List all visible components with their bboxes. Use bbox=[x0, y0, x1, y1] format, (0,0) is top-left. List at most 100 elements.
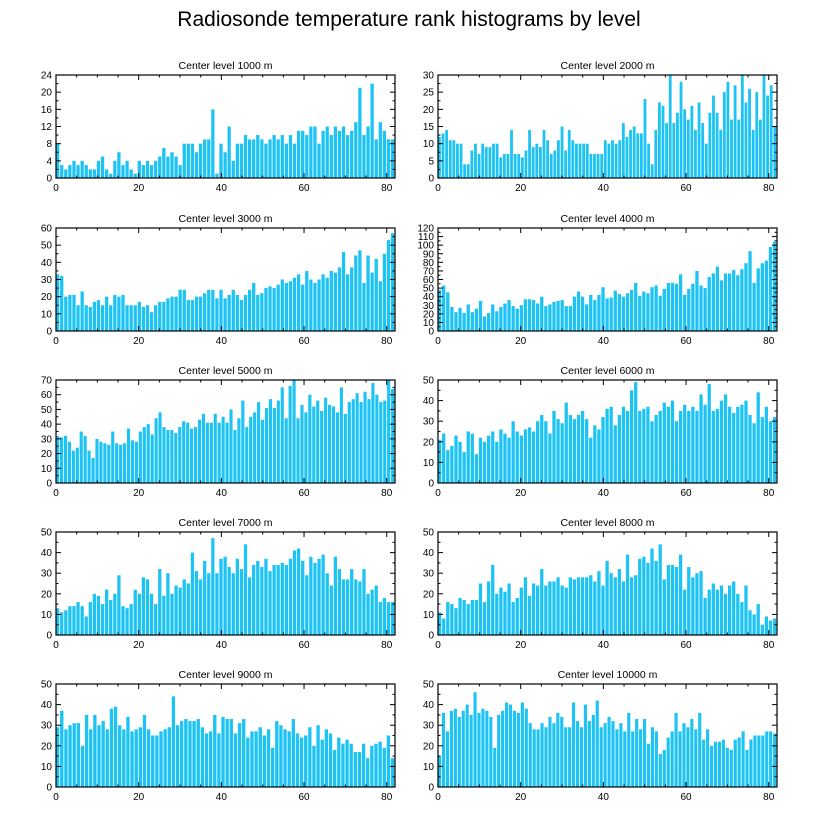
bar bbox=[647, 143, 650, 178]
bar bbox=[60, 612, 64, 635]
bar bbox=[182, 289, 186, 331]
bar bbox=[499, 587, 503, 635]
bar bbox=[548, 581, 552, 635]
bar bbox=[287, 731, 291, 787]
bar-group bbox=[56, 538, 395, 635]
bar bbox=[589, 294, 593, 331]
bar bbox=[79, 431, 83, 483]
bar bbox=[374, 743, 378, 787]
bar bbox=[614, 143, 618, 178]
bar bbox=[632, 126, 636, 178]
bar bbox=[613, 425, 617, 483]
bar bbox=[115, 443, 119, 483]
bar bbox=[119, 444, 123, 483]
bar bbox=[695, 410, 699, 483]
bar bbox=[678, 410, 683, 483]
bar bbox=[703, 288, 707, 331]
bar bbox=[225, 422, 229, 483]
bar bbox=[312, 406, 316, 483]
y-tick-label: 110 bbox=[418, 232, 434, 243]
bar bbox=[247, 577, 252, 635]
bar bbox=[260, 567, 264, 635]
bar bbox=[354, 579, 358, 635]
bar bbox=[654, 129, 658, 178]
y-tick-label: 90 bbox=[423, 249, 435, 260]
bar bbox=[88, 306, 92, 331]
bar bbox=[564, 402, 568, 483]
bar bbox=[725, 747, 729, 787]
bar bbox=[280, 562, 284, 635]
bar bbox=[662, 288, 666, 331]
y-tick-label: 5 bbox=[428, 156, 434, 167]
bar bbox=[715, 589, 720, 635]
bar bbox=[56, 435, 60, 483]
bar bbox=[600, 153, 604, 178]
bar bbox=[607, 716, 611, 787]
bar bbox=[167, 727, 171, 787]
bar bbox=[198, 296, 203, 331]
bar bbox=[250, 731, 254, 787]
bar bbox=[215, 173, 219, 178]
bar bbox=[609, 297, 613, 331]
bar bbox=[163, 729, 167, 787]
bar bbox=[324, 729, 329, 787]
bar bbox=[100, 156, 105, 178]
bar bbox=[242, 719, 246, 787]
y-tick-label: 15 bbox=[423, 122, 435, 133]
bar bbox=[288, 558, 293, 635]
bar bbox=[585, 419, 589, 483]
bar bbox=[137, 593, 141, 635]
bar bbox=[89, 729, 93, 787]
x-tick-label: 20 bbox=[133, 488, 145, 499]
bar bbox=[190, 143, 195, 178]
bar bbox=[540, 296, 544, 331]
bar bbox=[341, 252, 346, 331]
bar bbox=[623, 731, 627, 787]
bar bbox=[321, 130, 325, 178]
x-tick-label: 0 bbox=[435, 336, 441, 347]
bar bbox=[118, 725, 122, 787]
bar-group bbox=[56, 233, 395, 331]
bar bbox=[756, 268, 760, 331]
bar bbox=[178, 165, 182, 178]
bar bbox=[256, 135, 260, 178]
x-tick-label: 80 bbox=[381, 336, 393, 347]
x-tick-label: 20 bbox=[133, 183, 145, 194]
bar bbox=[83, 435, 87, 483]
bar bbox=[64, 296, 68, 331]
bar bbox=[129, 604, 133, 635]
bar bbox=[391, 388, 395, 483]
y-tick-label: 10 bbox=[423, 318, 435, 329]
bar bbox=[145, 579, 150, 635]
bar bbox=[523, 577, 528, 635]
bar bbox=[162, 301, 166, 331]
bar bbox=[213, 413, 217, 483]
bar bbox=[130, 731, 134, 787]
bar bbox=[100, 604, 105, 635]
bar bbox=[548, 716, 552, 787]
bar bbox=[698, 712, 702, 787]
bar bbox=[546, 140, 549, 178]
y-tick-label: 40 bbox=[423, 700, 435, 711]
bar bbox=[246, 737, 250, 787]
bar bbox=[280, 387, 284, 483]
x-tick-label: 20 bbox=[133, 792, 145, 803]
bar bbox=[605, 408, 609, 483]
bar bbox=[765, 731, 769, 787]
bar bbox=[621, 406, 626, 483]
bar bbox=[109, 305, 113, 331]
bar bbox=[629, 129, 632, 178]
bar bbox=[138, 727, 143, 787]
bar bbox=[723, 593, 728, 635]
bar bbox=[386, 602, 391, 635]
bar bbox=[445, 731, 450, 787]
bar bbox=[528, 723, 532, 787]
bar bbox=[158, 156, 162, 178]
bar bbox=[268, 139, 272, 178]
bar bbox=[597, 429, 601, 483]
bar bbox=[499, 157, 503, 178]
y-tick-label: 12 bbox=[41, 122, 53, 133]
bar bbox=[386, 240, 391, 331]
bar bbox=[567, 129, 571, 178]
x-tick-label: 20 bbox=[133, 336, 145, 347]
